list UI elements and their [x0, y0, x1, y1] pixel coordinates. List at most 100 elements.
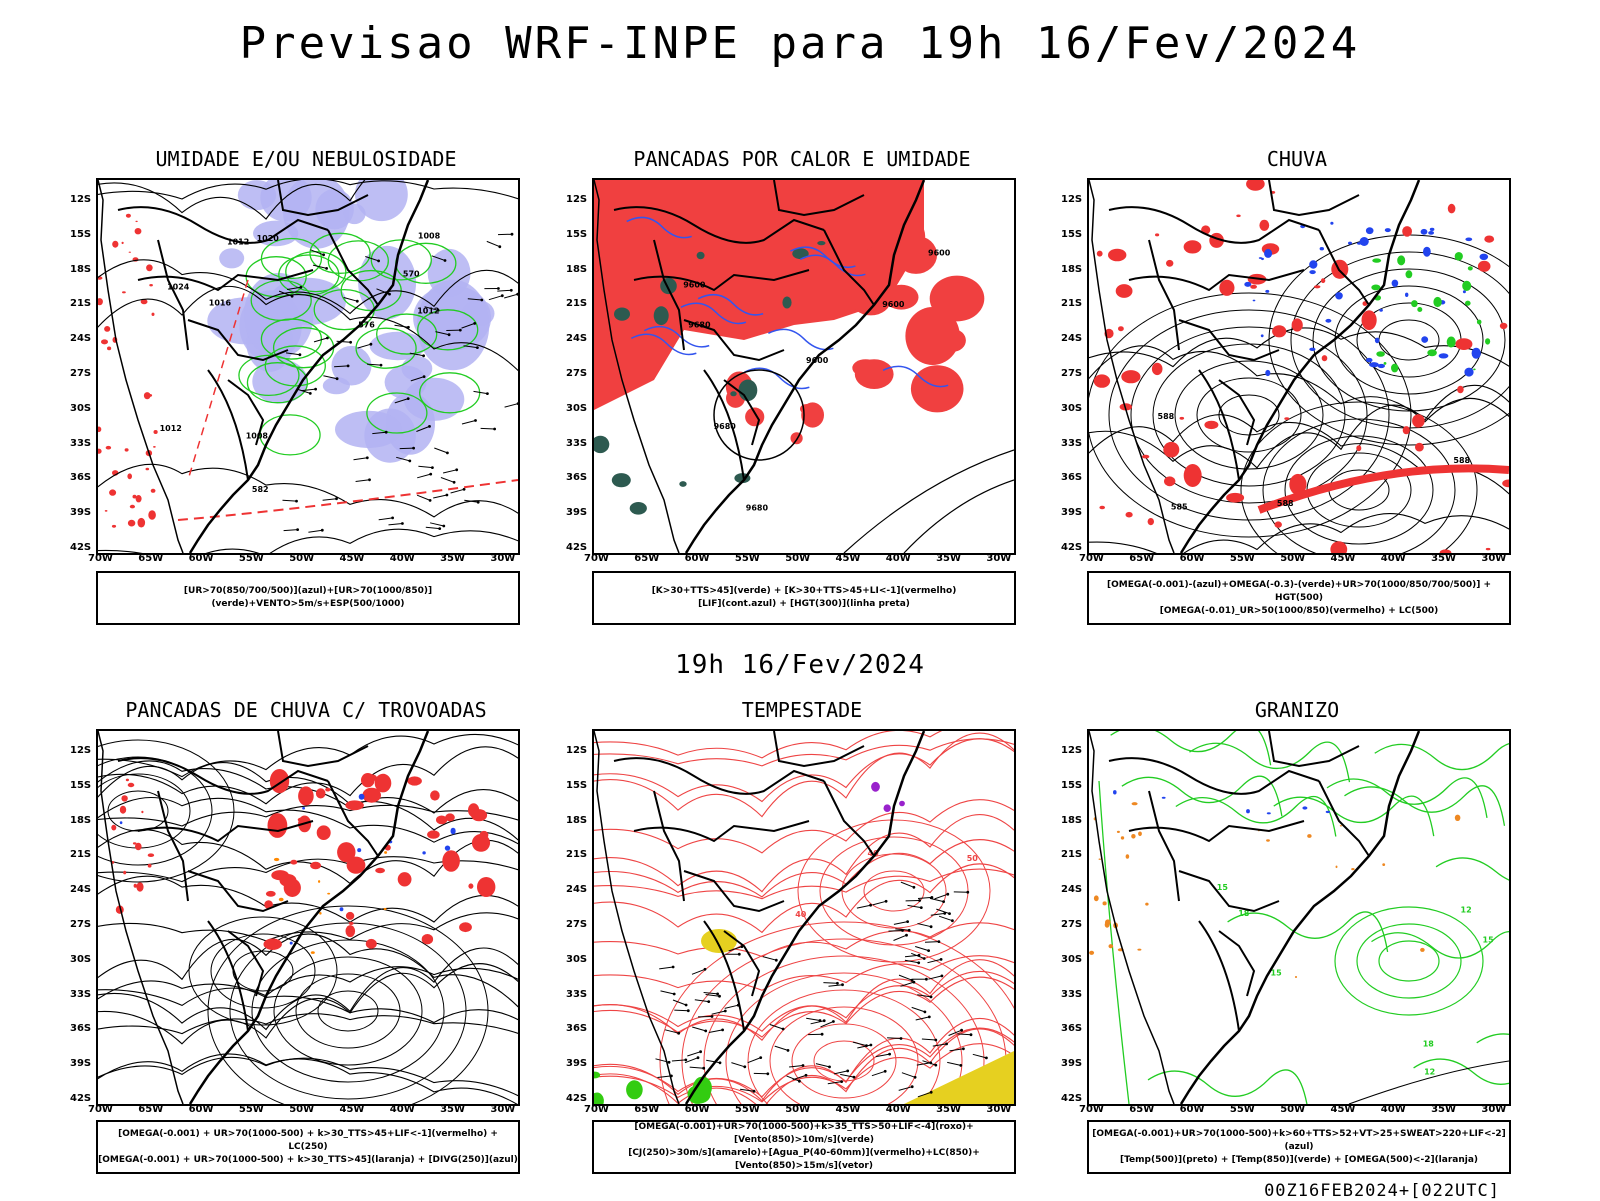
legend-line: [OMEGA(-0.001)+UR>70(1000-500)+k>60+TTS>…: [1089, 1128, 1509, 1154]
lon-tick-label: 35W: [1431, 553, 1456, 564]
lon-tick-label: 65W: [634, 1104, 659, 1115]
lat-tick-label: 33S: [70, 989, 91, 1000]
legend-line: [OMEGA(-0.001) + UR>70(1000-500) + k>30_…: [98, 1154, 518, 1167]
contour-label: 12: [1424, 1067, 1435, 1076]
lat-tick-label: 36S: [1061, 472, 1082, 483]
contour-label: 582: [252, 485, 269, 494]
legend-line: [CJ(250)>30m/s](amarelo)+[Agua_P(40-60mm…: [594, 1147, 1014, 1173]
lat-tick-label: 12S: [1061, 745, 1082, 756]
mid-valid-time: 19h 16/Fev/2024: [0, 650, 1600, 680]
lat-tick-label: 21S: [566, 298, 587, 309]
lat-tick-label: 39S: [1061, 1058, 1082, 1069]
lat-tick-label: 27S: [1061, 368, 1082, 379]
lon-tick-label: 40W: [886, 1104, 911, 1115]
map-canvas-pancadas-trovoadas: [98, 731, 518, 1104]
contour-label: 1008: [418, 232, 441, 241]
lat-tick-label: 18S: [1061, 815, 1082, 826]
lon-tick-label: 50W: [1280, 553, 1305, 564]
contour-label: 50: [967, 854, 979, 863]
lat-tick-label: 30S: [566, 954, 587, 965]
lat-tick-label: 12S: [566, 194, 587, 205]
lat-tick-label: 36S: [1061, 1023, 1082, 1034]
lon-tick-label: 65W: [634, 553, 659, 564]
legend-tempestade: [OMEGA(-0.001)+UR>70(1000-500)+k>35_TTS>…: [592, 1120, 1016, 1174]
lon-tick-label: 30W: [490, 553, 515, 564]
lon-tick-label: 55W: [735, 553, 760, 564]
lat-tick-label: 36S: [70, 472, 91, 483]
lon-tick-label: 70W: [88, 553, 113, 564]
panel-title-umidade: UMIDADE E/OU NEBULOSIDADE: [86, 147, 526, 171]
contour-label: 588: [1158, 412, 1175, 421]
lon-tick-label: 55W: [1230, 1104, 1255, 1115]
lon-tick-label: 35W: [1431, 1104, 1456, 1115]
lon-tick-label: 30W: [1481, 1104, 1506, 1115]
contour-label: 9600: [928, 249, 951, 258]
lat-tick-label: 12S: [566, 745, 587, 756]
lon-tick-label: 30W: [986, 553, 1011, 564]
lat-tick-label: 42S: [1061, 542, 1082, 553]
lat-tick-label: 18S: [1061, 264, 1082, 275]
legend-umidade: [UR>70(850/700/500)](azul)+[UR>70(1000/8…: [96, 571, 520, 625]
lat-tick-label: 42S: [70, 1093, 91, 1104]
map-canvas-umidade: 1008101210121012100810161020102457057658…: [98, 180, 518, 553]
contour-label: 1016: [209, 298, 232, 307]
page-title: Previsao WRF-INPE para 19h 16/Fev/2024: [0, 18, 1600, 69]
contour-label: 588: [1453, 456, 1470, 465]
legend-line: [UR>70(850/700/500)](azul)+[UR>70(1000/8…: [98, 585, 518, 611]
lon-tick-label: 35W: [936, 553, 961, 564]
lat-tick-label: 24S: [70, 884, 91, 895]
legend-line: [OMEGA(-0.01)_UR>50(1000/850)(vermelho) …: [1089, 605, 1509, 618]
lat-tick-label: 24S: [1061, 333, 1082, 344]
panel-title-chuva: CHUVA: [1077, 147, 1517, 171]
lat-tick-label: 27S: [566, 368, 587, 379]
contour-label: 1012: [160, 424, 182, 433]
lon-tick-label: 45W: [836, 553, 861, 564]
panel-title-tempestade: TEMPESTADE: [582, 698, 1022, 722]
lon-tick-label: 35W: [440, 553, 465, 564]
lat-tick-label: 30S: [1061, 403, 1082, 414]
lon-tick-label: 70W: [584, 553, 609, 564]
lon-tick-label: 45W: [836, 1104, 861, 1115]
lat-tick-label: 33S: [1061, 438, 1082, 449]
legend-pancadas-trovoadas: [OMEGA(-0.001) + UR>70(1000-500) + k>30_…: [96, 1120, 520, 1174]
lon-tick-label: 50W: [1280, 1104, 1305, 1115]
lon-tick-label: 60W: [1180, 1104, 1205, 1115]
legend-line: [OMEGA(-0.001)+UR>70(1000-500)+k>35_TTS>…: [594, 1121, 1014, 1147]
lat-tick-label: 18S: [70, 815, 91, 826]
lat-tick-label: 12S: [70, 194, 91, 205]
lat-tick-label: 15S: [566, 780, 587, 791]
lat-tick-label: 21S: [1061, 849, 1082, 860]
lon-tick-label: 65W: [138, 1104, 163, 1115]
lat-tick-label: 39S: [566, 1058, 587, 1069]
lon-tick-label: 60W: [685, 553, 710, 564]
lon-tick-label: 30W: [490, 1104, 515, 1115]
lon-tick-label: 45W: [1331, 1104, 1356, 1115]
lat-tick-label: 12S: [70, 745, 91, 756]
legend-pancadas-calor: [K>30+TTS>45](verde) + [K>30+TTS>45+LI<-…: [592, 571, 1016, 625]
lon-tick-label: 40W: [1381, 1104, 1406, 1115]
contour-label: 15: [1217, 883, 1229, 892]
contour-label: 9680: [746, 504, 769, 513]
lat-tick-label: 42S: [70, 542, 91, 553]
lon-tick-label: 65W: [138, 553, 163, 564]
lon-tick-label: 70W: [584, 1104, 609, 1115]
lon-tick-label: 30W: [1481, 553, 1506, 564]
lon-tick-label: 60W: [685, 1104, 710, 1115]
lat-tick-label: 33S: [70, 438, 91, 449]
lon-tick-label: 45W: [340, 1104, 365, 1115]
lon-tick-label: 40W: [390, 1104, 415, 1115]
lon-tick-label: 65W: [1129, 1104, 1154, 1115]
lat-tick-label: 15S: [70, 229, 91, 240]
panel-title-granizo: GRANIZO: [1077, 698, 1517, 722]
legend-line: [K>30+TTS>45](verde) + [K>30+TTS>45+LI<-…: [594, 585, 1014, 598]
legend-chuva: [OMEGA(-0.001)-(azul)+OMEGA(-0.3)-(verde…: [1087, 571, 1511, 625]
lat-tick-label: 27S: [70, 368, 91, 379]
lon-tick-label: 55W: [239, 1104, 264, 1115]
lat-tick-label: 27S: [70, 919, 91, 930]
lon-tick-label: 50W: [785, 553, 810, 564]
lon-tick-label: 70W: [88, 1104, 113, 1115]
